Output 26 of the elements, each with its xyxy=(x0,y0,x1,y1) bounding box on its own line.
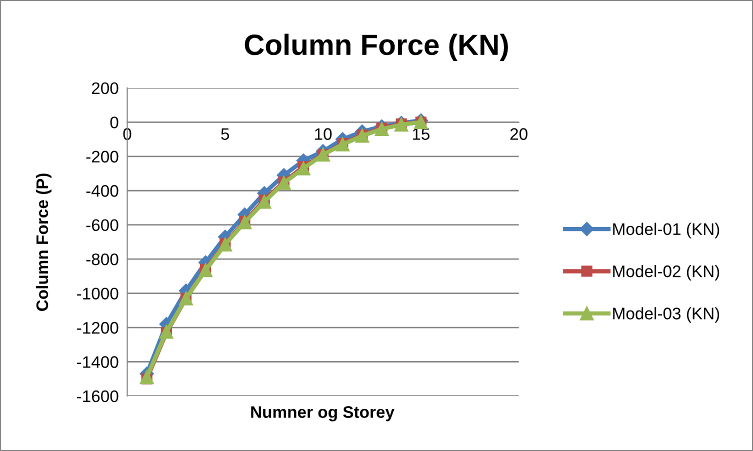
point xyxy=(140,370,154,384)
legend-label: Model-01 (KN) xyxy=(613,222,720,238)
x-tick-label: 20 xyxy=(510,128,528,140)
point xyxy=(159,324,174,339)
y-tick-label: -800 xyxy=(86,253,118,266)
point xyxy=(238,215,252,230)
y-axis-title: Column Force (P) xyxy=(36,174,52,311)
y-tick-label: -400 xyxy=(86,185,118,197)
point xyxy=(257,194,272,209)
y-tick-label: 0 xyxy=(110,116,118,128)
x-tick-label: 0 xyxy=(123,128,132,140)
chart-title: Column Force (KN) xyxy=(244,34,508,61)
y-tick-label: -200 xyxy=(86,150,118,163)
y-tick-label: -1200 xyxy=(77,322,118,334)
y-tick-label: -1000 xyxy=(77,288,118,300)
x-axis-title: Numner og Storey xyxy=(251,406,394,422)
x-tick-label: 5 xyxy=(221,128,230,140)
point xyxy=(198,263,213,278)
y-tick-label: -600 xyxy=(86,219,118,232)
y-tick-label: -1600 xyxy=(77,390,118,402)
y-tick-label: -1400 xyxy=(77,356,118,368)
legend-label: Model-03 (KN) xyxy=(613,307,720,323)
x-tick-label: 10 xyxy=(315,128,332,140)
legend-label: Model-02 (KN) xyxy=(613,264,720,281)
point xyxy=(296,161,310,176)
y-tick-label: 200 xyxy=(92,82,118,94)
